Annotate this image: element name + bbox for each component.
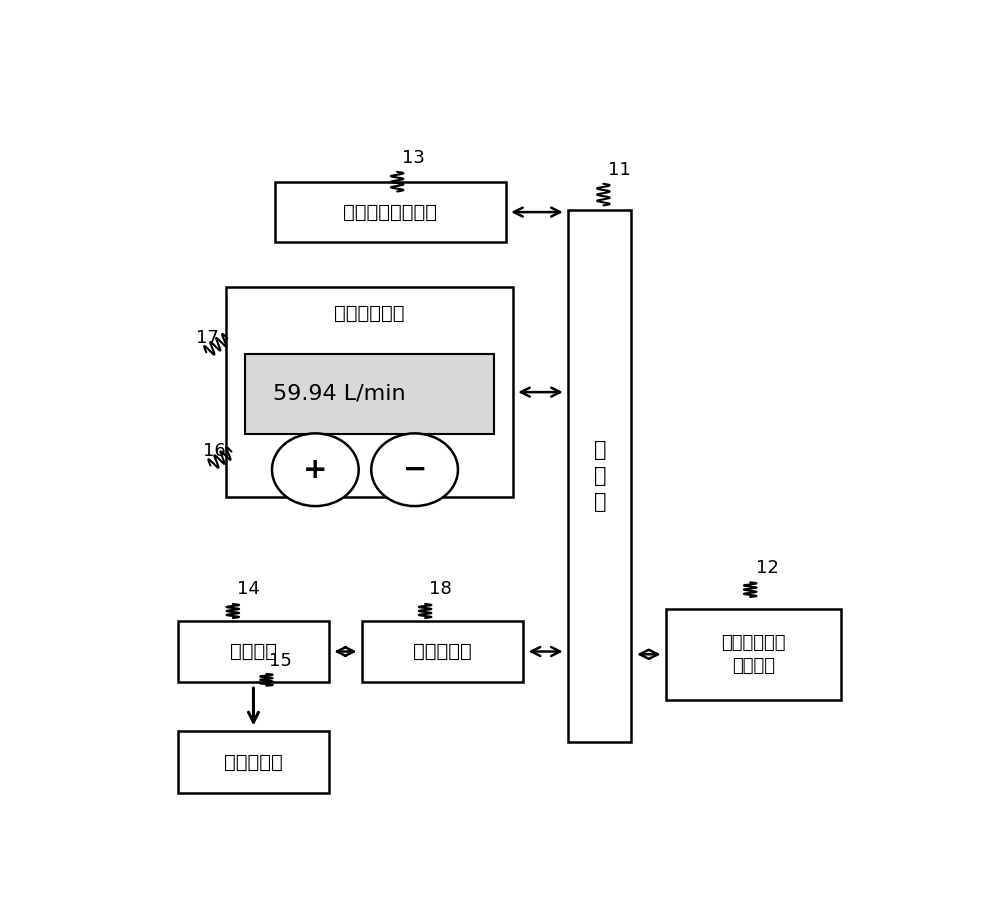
- Bar: [362, 621, 523, 682]
- Text: 机台跑货任务
预测单元: 机台跑货任务 预测单元: [721, 634, 786, 676]
- Text: 气路调节阀: 气路调节阀: [224, 753, 283, 772]
- Bar: [226, 287, 512, 497]
- Text: 17: 17: [196, 329, 219, 347]
- Text: 控
制
器: 控 制 器: [594, 439, 606, 512]
- Text: 13: 13: [402, 149, 425, 167]
- Bar: [245, 353, 494, 434]
- Text: 第一显示装置: 第一显示装置: [334, 304, 404, 323]
- Bar: [275, 183, 506, 242]
- Text: 电极驱动器: 电极驱动器: [413, 642, 472, 661]
- Ellipse shape: [371, 433, 458, 506]
- Text: 15: 15: [269, 652, 292, 670]
- Ellipse shape: [272, 433, 359, 506]
- Text: −: −: [402, 456, 427, 484]
- Text: 气路流量监控单元: 气路流量监控单元: [343, 202, 437, 222]
- Text: 59.94 L/min: 59.94 L/min: [273, 384, 406, 404]
- Text: +: +: [303, 456, 328, 484]
- Text: 12: 12: [756, 559, 779, 577]
- Bar: [666, 609, 841, 700]
- Bar: [245, 353, 494, 434]
- Bar: [178, 731, 329, 793]
- Bar: [568, 211, 631, 742]
- Bar: [178, 621, 329, 682]
- Text: 16: 16: [203, 442, 226, 460]
- Text: 14: 14: [237, 580, 260, 598]
- Text: 11: 11: [608, 161, 631, 179]
- Text: 调节电机: 调节电机: [230, 642, 277, 661]
- Text: 18: 18: [429, 580, 451, 598]
